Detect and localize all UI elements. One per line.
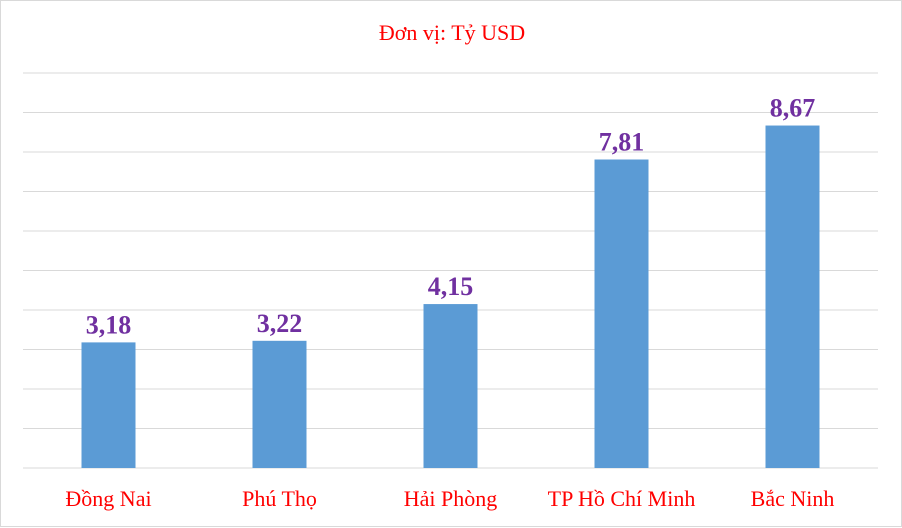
category-labels: Đồng Nai Phú Thọ Hải Phòng TP Hồ Chí Minh Bắ…	[65, 486, 834, 511]
value-labels: 3,18 3,22 4,15 7,81 8,67	[86, 94, 816, 340]
category-label: TP Hồ Chí Minh	[548, 486, 696, 511]
bar	[765, 125, 820, 468]
unit-label: Đơn vị: Tỷ USD	[379, 20, 525, 45]
value-label: 4,15	[428, 272, 474, 301]
value-label: 3,18	[86, 310, 132, 339]
bar	[81, 342, 136, 468]
bar	[252, 340, 307, 468]
category-label: Đồng Nai	[65, 486, 151, 511]
value-label: 7,81	[599, 128, 645, 157]
value-label: 3,22	[257, 309, 303, 338]
category-label: Phú Thọ	[242, 486, 317, 511]
category-label: Bắc Ninh	[751, 486, 835, 511]
value-label: 8,67	[770, 94, 816, 123]
bar	[594, 159, 649, 468]
bar	[423, 304, 478, 468]
category-label: Hải Phòng	[404, 486, 498, 511]
bars	[81, 125, 820, 468]
